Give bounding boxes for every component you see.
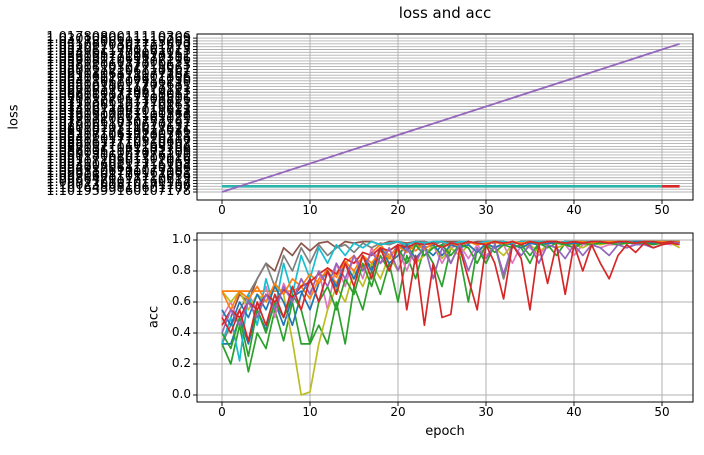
acc-x-tick-label: 10 (302, 405, 318, 419)
loss-y-tick-label: 1.0710306117710611 (46, 95, 191, 111)
loss-y-tick-label: 1.0821710610130761 (46, 126, 191, 142)
loss-y-tick-label: 1.0961101770161003 (46, 166, 191, 182)
loss-y-tick-label: 1.0178080011110306 (46, 29, 191, 45)
loss-x-tick-label: 30 (478, 203, 494, 217)
acc-axes-frame (196, 232, 694, 403)
loss-y-tick-label: 1.0417806101113063 (46, 35, 191, 51)
loss-axes-frame (196, 33, 694, 201)
acc-y-tick-label: 0.0 (171, 387, 191, 401)
loss-y-tick-label: 1.0541061103077161 (46, 46, 191, 62)
loss-y-tick-label: 1.0730611307710611 (46, 100, 191, 116)
acc-series-run-07 (221, 242, 681, 396)
loss-y-tick-label: 1.0911710601307016 (46, 152, 191, 168)
acc-x-tick-label: 30 (478, 405, 494, 419)
loss-x-tick-label: 40 (566, 203, 582, 217)
loss-y-tick-label: 1.0510610307711610 (46, 38, 191, 54)
loss-y-tick-label: 1.0770110617161031 (46, 112, 191, 128)
loss-y-tick-label: 1.0610306111077161 (46, 66, 191, 82)
loss-y-tick-label: 1.0991161070160117 (46, 174, 191, 190)
acc-y-tick-label: 0.8 (171, 263, 191, 277)
acc-y-tick-label: 0.2 (171, 356, 191, 370)
loss-y-tick-label: 1.0690610317710611 (46, 89, 191, 105)
loss-y-tick-label: 1.0861077110160103 (46, 137, 191, 153)
loss-y-tick-label: 1.0601177106110307 (46, 63, 191, 79)
loss-y-tick-label: 1.0570611017706131 (46, 55, 191, 71)
loss-y-tick-label: 1.0781061030777161 (46, 115, 191, 131)
loss-y-tick-label: 1.0670617710610113 (46, 83, 191, 99)
acc-series-run-14 (221, 242, 680, 342)
loss-y-tick-label: 1.0881061177101306 (46, 143, 191, 159)
loss-x-tick-label: 0 (218, 203, 226, 217)
loss-y-tick-label: 1.0986470117710613 (46, 172, 191, 188)
loss-x-tick-label: 10 (302, 203, 318, 217)
loss-y-tick-label: 1.0901806107716110 (46, 149, 191, 165)
loss-y-tick-label: 1.1002360810171106 (46, 177, 191, 193)
loss-y-tick-label: 1.0931060117716103 (46, 157, 191, 173)
loss-y-tick-label: 1.0561301061177106 (46, 52, 191, 68)
acc-x-tick-label: 50 (654, 405, 670, 419)
loss-y-tick-label: 1.0940170611710306 (46, 160, 191, 176)
loss-y-tick-label: 1.0841101770610316 (46, 132, 191, 148)
acc-series-run-13 (221, 242, 680, 334)
loss-y-tick-label: 1.0650611017701631 (46, 78, 191, 94)
loss-x-tick-label: 20 (390, 203, 406, 217)
loss-y-tick-label: 1.1019599160107178 (46, 183, 191, 199)
loss-y-tick-label: 1.0681101770613061 (46, 86, 191, 102)
loss-y-tick-label: 1.0830610117706113 (46, 129, 191, 145)
loss-y-tick-label: 1.0590610307711061 (46, 60, 191, 76)
loss-y-tick-label: 1.0890311061077101 (46, 146, 191, 162)
loss-y-tick-label: 1.0641306107716110 (46, 75, 191, 91)
acc-y-tick-label: 0.6 (171, 294, 191, 308)
loss-y-tick-label: 1.0581106177010613 (46, 58, 191, 74)
loss-y-tick-label: 1.0850611710310607 (46, 135, 191, 151)
figure-title: loss and acc (398, 4, 492, 22)
loss-y-tick-label: 1.0530611770161013 (46, 43, 191, 59)
loss-y-tick-label: 1.0870171061103706 (46, 140, 191, 156)
loss-y-tick-label: 1.0520171061101773 (46, 41, 191, 56)
loss-y-tick-label: 1.0550617710610311 (46, 49, 191, 65)
loss-y-tick-label: 1.0661030611777101 (46, 80, 191, 96)
acc-x-tick-label: 40 (566, 405, 582, 419)
loss-y-tick-label: 1.0790611710610137 (46, 117, 191, 133)
acc-y-tick-label: 0.4 (171, 325, 191, 339)
epoch-x-axis-label: epoch (425, 424, 465, 439)
loss-rising-purple (221, 42, 680, 193)
loss-y-tick-label: 1.0970608101117036 (46, 169, 191, 185)
loss-y-tick-label: 1.0801610311077611 (46, 120, 191, 136)
loss-y-tick-label: 1.0750610177110363 (46, 106, 191, 122)
loss-y-tick-label: 1.0920170801111063 (46, 155, 191, 170)
loss-y-tick-label: 1.0953806101077161 (46, 163, 191, 179)
loss-y-tick-label: 1.0761307061101176 (46, 109, 191, 125)
loss-x-tick-label: 50 (654, 203, 670, 217)
acc-x-tick-label: 20 (390, 405, 406, 419)
loss-y-tick-label: 1.0621611077101306 (46, 69, 191, 85)
acc-y-tick-label: 1.0 (171, 232, 191, 246)
loss-y-tick-label: 1.0810077110611036 (46, 123, 191, 139)
loss-y-tick-label: 1.0301080611110763 (46, 32, 191, 48)
acc-series-run-11 (221, 240, 680, 358)
loss-y-tick-label: 1.0630107710611036 (46, 72, 191, 88)
acc-x-tick-label: 0 (218, 405, 226, 419)
loss-y-tick-label: 1.0701177061101306 (46, 92, 191, 108)
acc-series-run-12 (221, 240, 680, 326)
loss-y-tick-label: 1.0741077061011613 (46, 103, 191, 119)
loss-y-tick-label: 1.1016439810601707 (46, 180, 191, 196)
loss-y-tick-label: 1.0721061101770163 (46, 98, 191, 113)
